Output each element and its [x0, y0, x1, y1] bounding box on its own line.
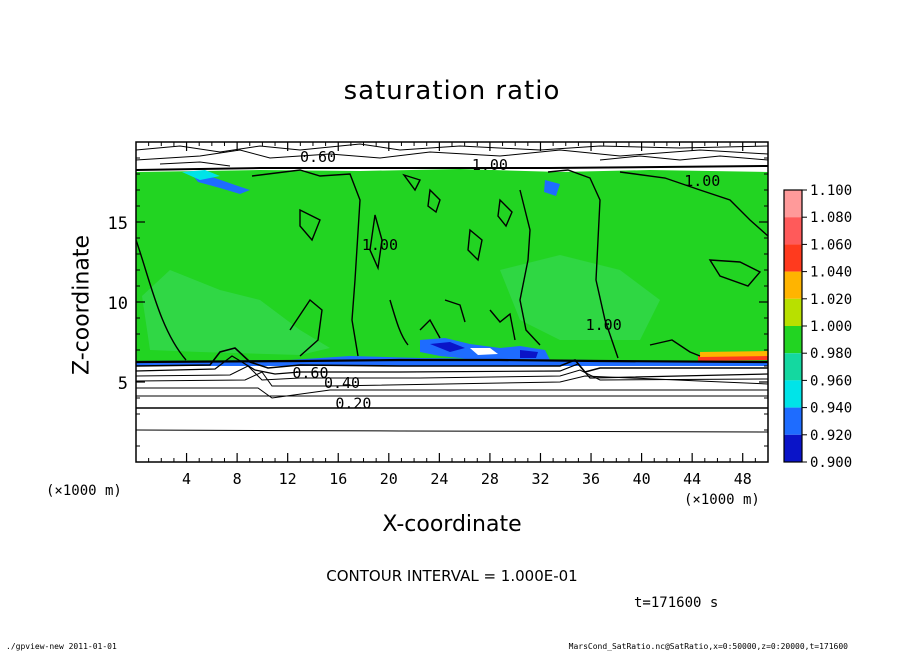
colorbar-swatch	[784, 353, 802, 381]
x-tick-label: 4	[182, 470, 191, 488]
axis-ticks	[136, 142, 768, 462]
x-unit-label-left: (×1000 m)	[46, 483, 122, 499]
contour-labels: 0.60 1.001.001.001.000.600.400.20	[292, 148, 720, 413]
contour-label: 0.40	[324, 374, 360, 392]
y-tick-label: 15	[108, 214, 128, 234]
colorbar-swatch	[784, 244, 802, 272]
x-tick-label: 44	[683, 470, 701, 488]
colorbar-label: 1.020	[810, 292, 852, 308]
colorbar-label: 1.080	[810, 210, 852, 226]
footer-right: MarsCond_SatRatio.nc@SatRatio,x=0:50000,…	[568, 642, 848, 651]
x-tick-label: 8	[233, 470, 242, 488]
dry-streak	[520, 350, 538, 358]
dry-patch	[182, 170, 220, 180]
x-tick-label: 48	[734, 470, 752, 488]
contour-label: 1.00	[472, 156, 508, 174]
x-tick-label: 28	[481, 470, 499, 488]
colorbar-swatch	[784, 298, 802, 326]
colorbar-swatch	[784, 407, 802, 435]
colorbar-label: 1.060	[810, 237, 852, 253]
x-tick-label: 32	[531, 470, 549, 488]
contour-lines-mid	[136, 169, 768, 361]
contour-lines-lower	[136, 347, 768, 433]
colorbar-label: 0.900	[810, 455, 852, 471]
dry-streak	[470, 348, 498, 355]
contour-label: 0.20	[335, 395, 371, 413]
colorbar-label: 0.920	[810, 428, 852, 444]
colorbar-swatch	[784, 217, 802, 245]
colorbar-label: 1.040	[810, 265, 852, 281]
colorbar: 1.100 1.080 1.060 1.040 1.020 1.000 0.980 0.960…	[783, 183, 852, 471]
chart-title: saturation ratio	[343, 76, 561, 106]
colorbar-swatch	[784, 380, 802, 408]
dry-patch	[544, 180, 560, 196]
x-unit-label-right: (×1000 m)	[684, 492, 760, 508]
colorbar-label: 0.940	[810, 401, 852, 417]
shaded-patch	[500, 255, 660, 340]
x-tick-label: 20	[380, 470, 398, 488]
colorbar-swatch	[784, 326, 802, 354]
contour-label: 1.00	[586, 316, 622, 334]
contour-interval-text: CONTOUR INTERVAL = 1.000E-01	[326, 567, 578, 585]
contour-label: 1.00	[362, 236, 398, 254]
x-axis-label: X-coordinate	[382, 512, 522, 537]
x-tick-label: 36	[582, 470, 600, 488]
colorbar-label: 0.960	[810, 373, 852, 389]
contour-label: 1.00	[684, 172, 720, 190]
colorbar-swatch	[784, 271, 802, 299]
dry-streak	[430, 342, 465, 352]
y-axis-label: Z-coordinate	[69, 235, 95, 375]
y-tick-label: 10	[108, 294, 128, 314]
contour-lines-upper	[136, 143, 768, 171]
footer-left: ./gpview-new 2011-01-01	[6, 642, 117, 651]
shaded-patch	[142, 270, 330, 355]
colorbar-label: 0.980	[810, 346, 852, 362]
contour-label: 0.60	[292, 364, 328, 382]
x-tick-label: 40	[633, 470, 651, 488]
warm-patch	[700, 351, 768, 357]
x-tick-label: 24	[430, 470, 448, 488]
x-tick-label: 16	[329, 470, 347, 488]
colorbar-label: 1.100	[810, 183, 852, 199]
colorbar-label: 1.000	[810, 319, 852, 335]
contour-label: 0.60	[300, 148, 336, 166]
time-label: t=171600 s	[634, 595, 719, 611]
colorbar-swatch	[784, 434, 802, 462]
x-tick-label: 12	[279, 470, 297, 488]
colorbar-swatch	[784, 190, 802, 218]
y-tick-label: 5	[118, 374, 128, 394]
